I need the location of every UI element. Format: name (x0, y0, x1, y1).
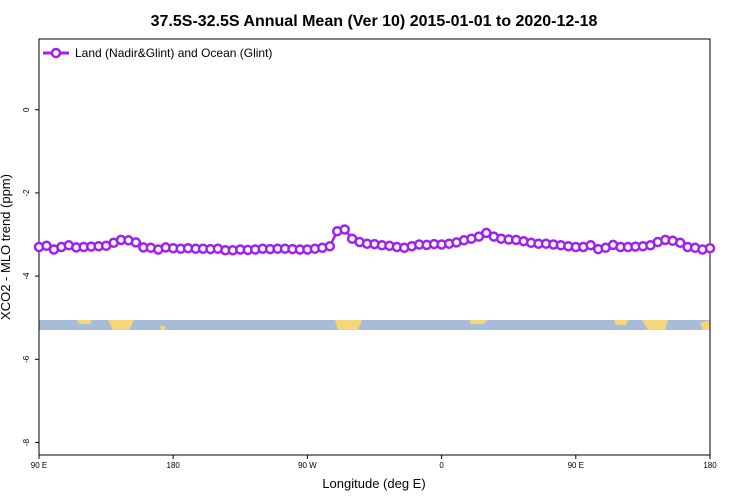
x-tick-label-2: 90 W (298, 461, 317, 470)
data-point (324, 240, 336, 252)
x-tick-label-5: 180 (703, 461, 717, 470)
y-tick-label-2: -4 (22, 272, 31, 280)
x-tick-label-0: 90 E (31, 461, 47, 470)
land-patch-5 (614, 320, 628, 325)
x-tick-label-1: 180 (167, 461, 181, 470)
data-point (704, 242, 716, 254)
x-axis-title: Longitude (deg E) (322, 476, 425, 491)
chart-title: 37.5S-32.5S Annual Mean (Ver 10) 2015-01… (151, 13, 598, 30)
coastline-map-strip (39, 320, 710, 330)
y-axis: 0 -2 -4 -6 -8 (22, 107, 39, 446)
y-tick-label-4: -8 (22, 438, 31, 446)
ocean-band (39, 320, 710, 330)
land-patch-7 (700, 320, 710, 330)
land-patch-1 (108, 320, 134, 330)
y-tick-label-1: -2 (22, 189, 31, 197)
land-patch-4 (470, 320, 487, 324)
data-point (674, 237, 686, 249)
y-axis-title: XCO2 - MLO trend (ppm) (0, 174, 13, 320)
x-tick-label-4: 90 E (568, 461, 584, 470)
x-axis: 90 E 180 90 W 0 90 E 180 (31, 455, 717, 470)
legend-marker-swatch (50, 47, 62, 59)
land-patch-2 (160, 326, 166, 330)
data-point (339, 224, 350, 235)
y-tick-label-0: 0 (22, 107, 31, 112)
legend: Land (Nadir&Glint) and Ocean (Glint) (43, 46, 272, 60)
series-layer (33, 224, 716, 256)
data-point (130, 237, 142, 248)
legend-label: Land (Nadir&Glint) and Ocean (Glint) (75, 46, 272, 60)
y-tick-label-3: -6 (22, 355, 31, 363)
land-patch-6 (642, 320, 668, 330)
land-patch-3 (335, 320, 362, 330)
x-tick-label-3: 0 (439, 461, 444, 470)
land-patch-0 (77, 320, 92, 324)
